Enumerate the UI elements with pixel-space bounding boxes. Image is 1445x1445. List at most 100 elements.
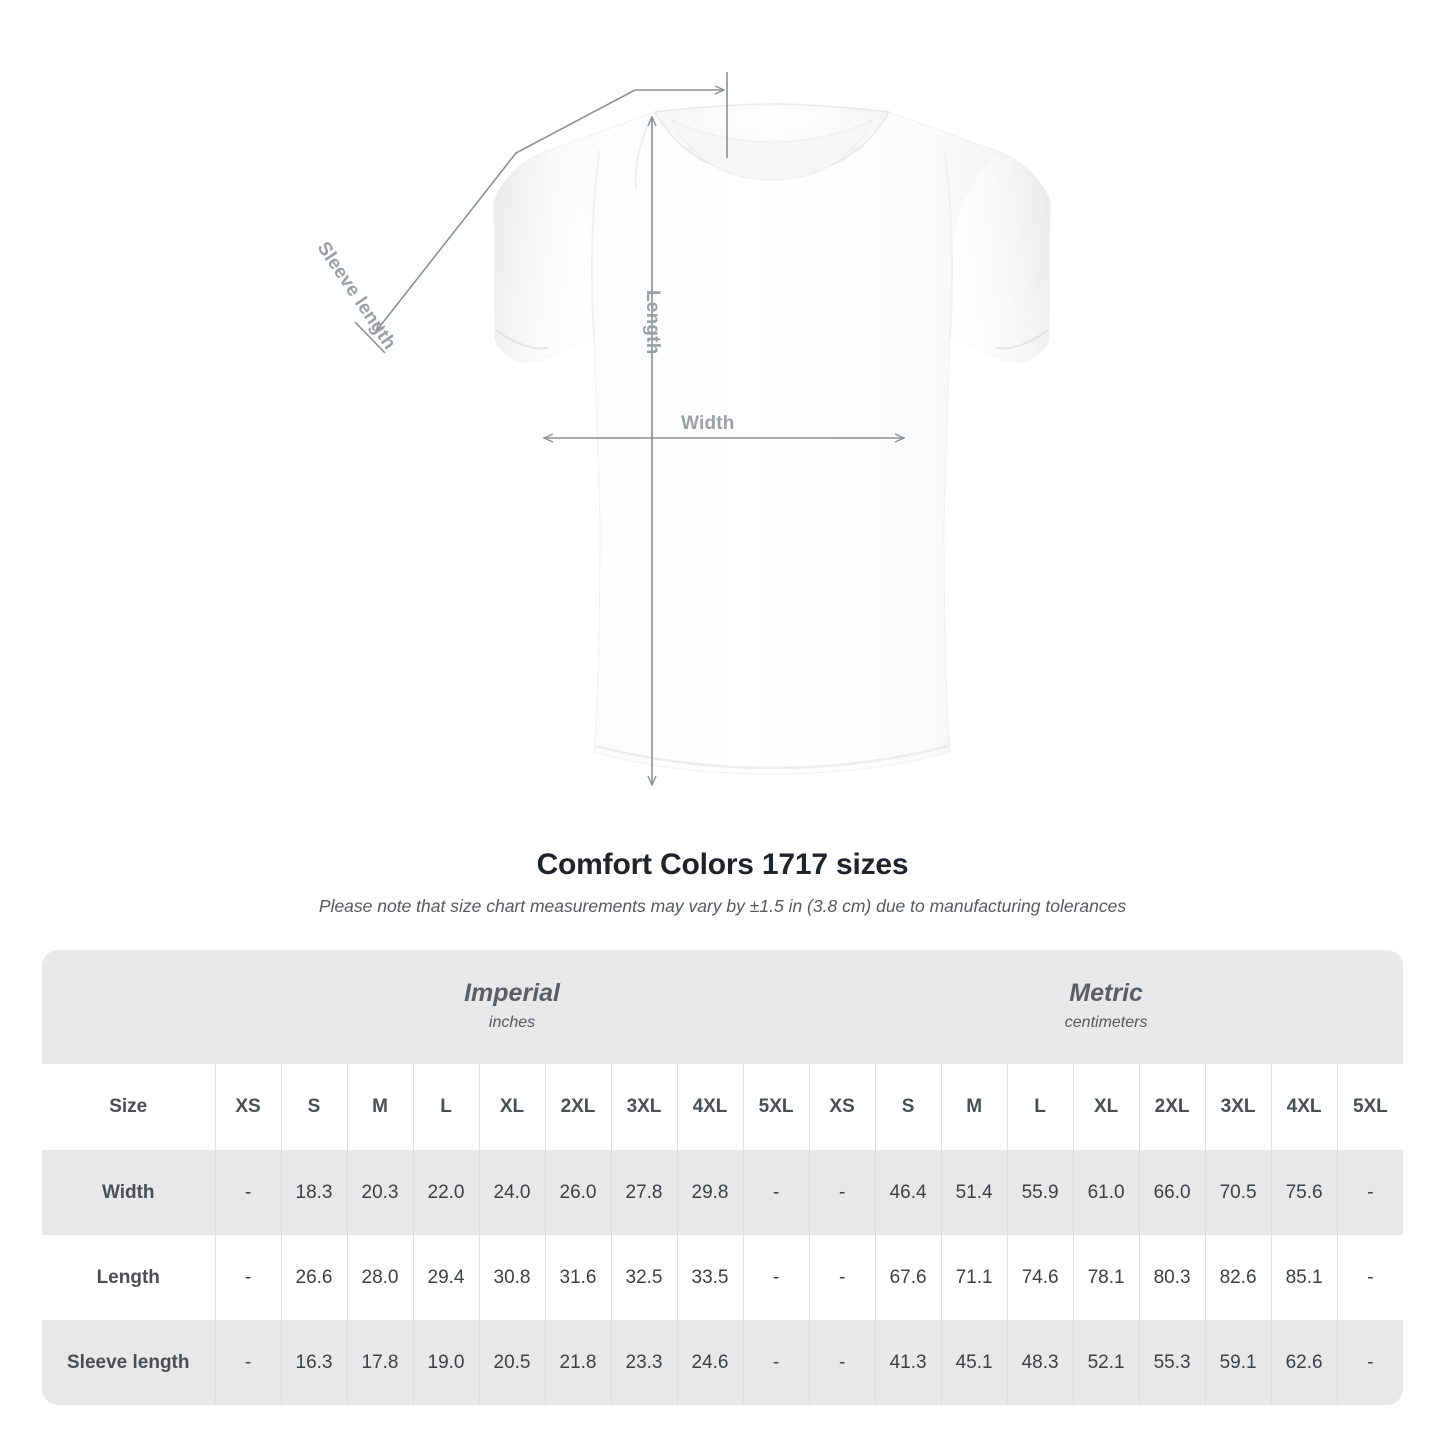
- table-row: Length -26.6 28.0 29.4 30.8 31.6 32.5 33.5- -67.…: [42, 1235, 1403, 1320]
- right-armhole-seam: [943, 149, 953, 339]
- cell-length-m-imperial: 28.0: [346, 1235, 413, 1320]
- sleeve-length-line: [377, 89, 636, 330]
- size-header-row: Size XS S M L XL 2XL 3XL 4XL 5XL XS S M L XL 2XL 3XL 4XL 5…: [42, 1064, 1403, 1150]
- cell-length-3xl-imperial: 32.5: [610, 1235, 677, 1320]
- cell-width-m-metric: 51.4: [940, 1150, 1008, 1235]
- size-header-2xl-metric: 2XL: [1138, 1064, 1206, 1150]
- unit-section-metric: Metric centimeters: [809, 950, 1403, 1064]
- cell-sleeve-length-s-imperial: 16.3: [280, 1320, 347, 1405]
- cell-width-l-metric: 55.9: [1006, 1150, 1074, 1235]
- size-chart-table: Imperial inches Metric centimeters Size XS S M L…: [42, 950, 1403, 1405]
- cell-sleeve-length-3xl-metric: 59.1: [1204, 1320, 1272, 1405]
- size-chart-table-container: Imperial inches Metric centimeters Size XS S M L…: [42, 950, 1403, 1405]
- size-header-m-metric: M: [940, 1064, 1008, 1150]
- cell-sleeve-length-5xl-metric: -: [1336, 1320, 1403, 1405]
- page-title: Comfort Colors 1717 sizes: [536, 848, 909, 881]
- right-sleeve-hem: [995, 329, 1049, 350]
- cell-width-2xl-metric: 66.0: [1138, 1150, 1206, 1235]
- cell-length-s-imperial: 26.6: [280, 1235, 347, 1320]
- size-header-5xl-imperial: 5XL: [742, 1064, 810, 1150]
- cell-width-xl-imperial: 24.0: [478, 1150, 545, 1235]
- size-header-xl-metric: XL: [1072, 1064, 1140, 1150]
- cell-sleeve-length-5xl-imperial: -: [742, 1320, 810, 1405]
- cell-width-3xl-metric: 70.5: [1204, 1150, 1272, 1235]
- cell-width-s-imperial: 18.3: [280, 1150, 347, 1235]
- cell-length-l-metric: 74.6: [1006, 1235, 1074, 1320]
- width-label: Width: [681, 413, 735, 434]
- left-sleeve: [494, 152, 594, 362]
- row-label-length: Length: [42, 1235, 215, 1320]
- cell-length-5xl-metric: -: [1336, 1235, 1403, 1320]
- size-header-3xl-metric: 3XL: [1204, 1064, 1272, 1150]
- tshirt-illustration: [354, 72, 1051, 830]
- unit-section-imperial: Imperial inches: [215, 950, 810, 1064]
- size-header-xl-imperial: XL: [478, 1064, 545, 1150]
- cell-sleeve-length-xs-imperial: -: [214, 1320, 281, 1405]
- unit-section-subtitle: centimeters: [1064, 1014, 1148, 1032]
- size-header-s-imperial: S: [280, 1064, 347, 1150]
- size-header-l-metric: L: [1006, 1064, 1074, 1150]
- cell-sleeve-length-xl-metric: 52.1: [1072, 1320, 1140, 1405]
- table-row: Width -18.3 20.3 22.0 24.0 26.0 27.8 29.8- -46.4…: [42, 1150, 1403, 1235]
- cell-sleeve-length-s-metric: 41.3: [874, 1320, 942, 1405]
- cell-width-5xl-metric: -: [1336, 1150, 1403, 1235]
- row-label-width: Width: [42, 1150, 215, 1235]
- cell-sleeve-length-l-metric: 48.3: [1006, 1320, 1074, 1405]
- cell-sleeve-length-2xl-imperial: 21.8: [544, 1320, 611, 1405]
- size-header-2xl-imperial: 2XL: [544, 1064, 611, 1150]
- size-header-xs-imperial: XS: [214, 1064, 281, 1150]
- cell-width-xs-metric: -: [808, 1150, 876, 1235]
- cell-width-5xl-imperial: -: [742, 1150, 810, 1235]
- cell-length-xs-imperial: -: [214, 1235, 281, 1320]
- size-header-s-metric: S: [874, 1064, 942, 1150]
- cell-length-4xl-imperial: 33.5: [676, 1235, 743, 1320]
- unit-section-name: Metric: [1069, 978, 1143, 1007]
- cell-width-2xl-imperial: 26.0: [544, 1150, 611, 1235]
- cell-length-2xl-imperial: 31.6: [544, 1235, 611, 1320]
- size-column-header: Size: [42, 1064, 215, 1150]
- tshirt-diagram: Sleeve length Length Width: [313, 72, 1051, 830]
- cell-length-4xl-metric: 85.1: [1270, 1235, 1338, 1320]
- size-header-xs-metric: XS: [808, 1064, 876, 1150]
- table-row: Sleeve length -16.3 17.8 19.0 20.5 21.8 23.3 24…: [42, 1320, 1403, 1405]
- cell-sleeve-length-4xl-imperial: 24.6: [676, 1320, 743, 1405]
- cell-length-3xl-metric: 82.6: [1204, 1235, 1272, 1320]
- cell-sleeve-length-m-imperial: 17.8: [346, 1320, 413, 1405]
- size-header-l-imperial: L: [412, 1064, 479, 1150]
- size-header-4xl-imperial: 4XL: [676, 1064, 743, 1150]
- cell-length-l-imperial: 29.4: [412, 1235, 479, 1320]
- unit-header-spacer: [42, 950, 215, 1064]
- left-armhole-seam: [591, 149, 601, 339]
- cell-width-4xl-imperial: 29.8: [676, 1150, 743, 1235]
- cell-width-l-imperial: 22.0: [412, 1150, 479, 1235]
- cell-width-s-metric: 46.4: [874, 1150, 942, 1235]
- cell-width-3xl-imperial: 27.8: [610, 1150, 677, 1235]
- unit-section-name: Imperial: [464, 978, 560, 1007]
- cell-length-xl-imperial: 30.8: [478, 1235, 545, 1320]
- cell-sleeve-length-xs-metric: -: [808, 1320, 876, 1405]
- cell-sleeve-length-4xl-metric: 62.6: [1270, 1320, 1338, 1405]
- cell-length-5xl-imperial: -: [742, 1235, 810, 1320]
- collar-inner: [670, 118, 874, 181]
- unit-header-row: Imperial inches Metric centimeters: [42, 950, 1403, 1064]
- sleeve-end-tick: [354, 321, 386, 354]
- cell-sleeve-length-l-imperial: 19.0: [412, 1320, 479, 1405]
- cell-length-2xl-metric: 80.3: [1138, 1235, 1206, 1320]
- size-header-m-imperial: M: [346, 1064, 413, 1150]
- cell-length-s-metric: 67.6: [874, 1235, 942, 1320]
- cell-length-m-metric: 71.1: [940, 1235, 1008, 1320]
- row-label-sleeve-length: Sleeve length: [42, 1320, 215, 1405]
- cell-sleeve-length-2xl-metric: 55.3: [1138, 1320, 1206, 1405]
- size-header-4xl-metric: 4XL: [1270, 1064, 1338, 1150]
- cell-width-xs-imperial: -: [214, 1150, 281, 1235]
- tolerance-note: Please note that size chart measurements…: [318, 896, 1127, 916]
- cell-sleeve-length-m-metric: 45.1: [940, 1320, 1008, 1405]
- length-label: Length: [642, 290, 663, 355]
- cell-sleeve-length-xl-imperial: 20.5: [478, 1320, 545, 1405]
- right-sleeve: [950, 152, 1050, 362]
- unit-section-subtitle: inches: [488, 1014, 536, 1032]
- size-header-5xl-metric: 5XL: [1336, 1064, 1403, 1150]
- cell-sleeve-length-3xl-imperial: 23.3: [610, 1320, 677, 1405]
- left-sleeve-hem: [495, 329, 549, 350]
- cell-width-xl-metric: 61.0: [1072, 1150, 1140, 1235]
